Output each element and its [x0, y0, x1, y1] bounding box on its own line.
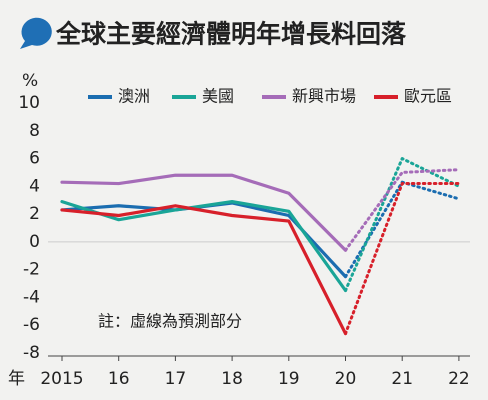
- y-unit: %: [22, 71, 38, 91]
- y-tick-label: 4: [29, 176, 40, 196]
- x-tick-label: 18: [221, 369, 243, 389]
- line: [60, 204, 348, 336]
- legend-label: 新興市場: [292, 87, 356, 106]
- y-tick-label: -4: [23, 287, 40, 307]
- y-tick-label: -6: [23, 315, 40, 335]
- y-tick-label: 8: [29, 121, 40, 141]
- forecast-line: [344, 157, 461, 292]
- legend-label: 美國: [202, 87, 234, 106]
- x-tick-label: 2015: [40, 369, 83, 389]
- y-tick-label: 2: [29, 204, 40, 224]
- x-tick-label: 19: [278, 369, 300, 389]
- y-tick-label: -8: [23, 343, 40, 363]
- legend-label: 歐元區: [404, 87, 452, 106]
- y-tick-label: -2: [23, 260, 40, 280]
- x-tick-label: 16: [108, 369, 130, 389]
- x-tick-label: 21: [391, 369, 413, 389]
- x-tick-label: 22: [448, 369, 470, 389]
- note: 註：虛線為預測部分: [98, 312, 242, 331]
- y-tick-label: 10: [18, 93, 40, 113]
- line: [60, 173, 348, 252]
- legend-label: 澳洲: [118, 87, 150, 106]
- forecast-line: [344, 182, 461, 336]
- y-tick-label: 0: [29, 232, 40, 252]
- forecast-line: [344, 180, 461, 279]
- x-tick-label: 17: [165, 369, 187, 389]
- title-icon: [20, 17, 52, 49]
- chart-title: 全球主要經濟體明年增長料回落: [55, 20, 407, 49]
- x-label: 年: [8, 369, 25, 389]
- forecast-line: [344, 168, 461, 252]
- x-tick-label: 20: [335, 369, 357, 389]
- line: [60, 200, 348, 293]
- y-tick-label: 6: [29, 149, 40, 169]
